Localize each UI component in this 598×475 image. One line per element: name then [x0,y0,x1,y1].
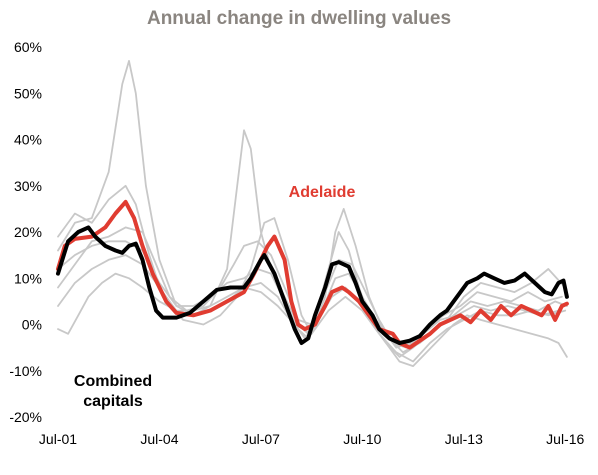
x-tick-label: Jul-01 [39,431,77,447]
x-tick-label: Jul-16 [546,431,584,447]
x-tick-label: Jul-13 [445,431,483,447]
y-tick-label: 60% [14,39,42,55]
series-line-adelaide [56,199,569,350]
series-line-combined-capitals [56,225,569,345]
y-tick-label: 10% [14,270,42,286]
annotation-combined-capitals: Combined capitals [74,373,152,410]
annotation-line: Combined [74,373,152,390]
annotation-line: capitals [83,393,143,410]
y-tick-label: 20% [14,224,42,240]
y-tick-label: -20% [9,409,42,425]
x-tick-label: Jul-10 [343,431,381,447]
x-tick-label: Jul-04 [140,431,178,447]
y-tick-label: 0% [22,317,42,333]
y-tick-label: 40% [14,132,42,148]
x-tick-label: Jul-07 [242,431,280,447]
chart-title: Annual change in dwelling values [146,8,452,29]
annotation-adelaide: Adelaide [289,184,356,201]
series-line-other [57,226,560,349]
y-tick-label: 50% [14,85,42,101]
y-tick-label: -10% [9,363,42,379]
series-line-other [57,240,568,354]
y-tick-label: 30% [14,178,42,194]
